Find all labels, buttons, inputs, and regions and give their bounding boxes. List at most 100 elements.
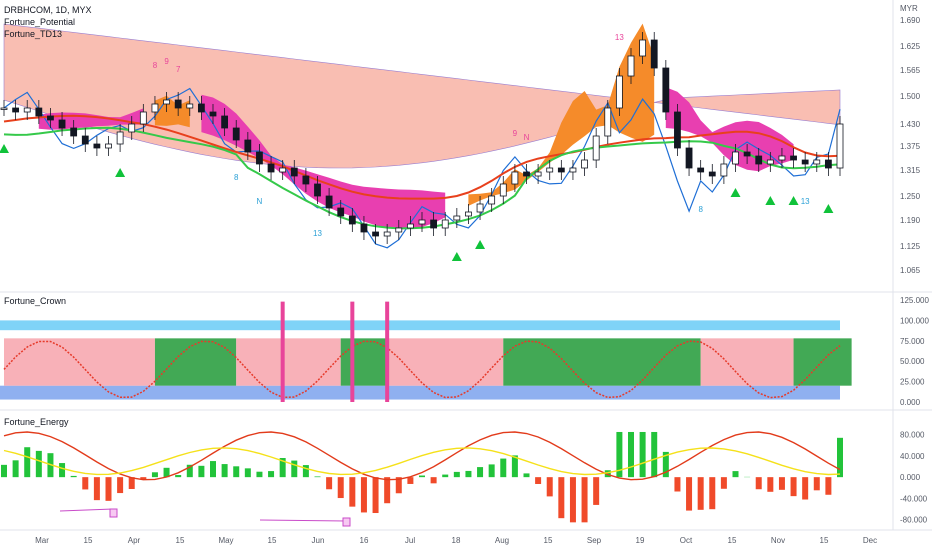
crown-zone	[503, 338, 701, 386]
price-tick-label: 1.315	[900, 166, 921, 175]
time-tick-label: Oct	[680, 536, 693, 545]
candle-body	[523, 171, 530, 177]
energy-bar	[35, 450, 42, 478]
energy-bar	[395, 477, 402, 494]
candle-body	[813, 159, 821, 165]
energy-bar	[523, 473, 530, 478]
energy-bar	[407, 477, 414, 484]
candle-body	[778, 155, 786, 161]
energy-bar	[279, 458, 286, 478]
candle-body	[557, 167, 565, 173]
energy-bar	[360, 477, 367, 513]
energy-bar	[511, 455, 518, 478]
indicator-label-potential: Fortune_Potential	[4, 17, 75, 27]
crown-tick-label: 25.000	[900, 378, 925, 387]
energy-bar	[616, 431, 623, 478]
candle-body	[0, 107, 8, 110]
crown-zone	[340, 338, 388, 386]
candle-body	[244, 139, 252, 153]
candle-body	[720, 163, 728, 177]
energy-bar	[546, 477, 553, 497]
energy-bar	[105, 477, 112, 501]
energy-pane-title: Fortune_Energy	[4, 417, 69, 427]
buy-marker	[823, 204, 834, 213]
candle-body	[337, 207, 345, 217]
candle-body	[93, 143, 101, 149]
price-tick-label: 1.375	[900, 142, 921, 151]
td-top-label: 8	[153, 61, 158, 70]
crown-zone	[793, 338, 852, 386]
time-tick-label: Jul	[405, 536, 415, 545]
energy-tick-label: -40.000	[900, 494, 928, 503]
candle-body	[267, 163, 275, 173]
candle-body	[383, 231, 391, 237]
buy-marker	[765, 196, 776, 205]
price-tick-label: 1.250	[900, 192, 921, 201]
price-tick-label: 1.690	[900, 16, 921, 25]
td-top-label: 7	[176, 65, 181, 74]
energy-bar	[535, 477, 542, 484]
time-tick-label: 15	[820, 536, 829, 545]
energy-bar	[651, 431, 658, 478]
energy-pane[interactable]	[1, 431, 843, 527]
crown-tick-label: 125.000	[900, 296, 929, 305]
candle-body	[790, 155, 797, 161]
divergence-line-1	[59, 508, 114, 512]
candle-body	[685, 147, 693, 169]
divergence-marker-2	[342, 517, 351, 527]
candle-body	[801, 159, 809, 165]
crown-tick-label: 50.000	[900, 357, 925, 366]
energy-bar	[581, 477, 588, 523]
energy-bar	[175, 475, 182, 478]
axis-labels: 1.690 1.625 1.565 1.500 1.430 1.375 1.315 1.250…	[35, 16, 929, 545]
candle-body	[615, 75, 623, 109]
energy-bar	[326, 477, 333, 490]
energy-bar	[198, 465, 205, 478]
energy-bar	[825, 477, 832, 495]
energy-bar	[24, 447, 31, 478]
candle-body	[279, 167, 287, 173]
candle-body	[639, 39, 647, 57]
energy-bar	[151, 472, 158, 478]
energy-bar	[569, 477, 576, 523]
energy-bar	[500, 458, 507, 478]
candle-body	[511, 171, 519, 185]
candle-body	[360, 223, 368, 233]
time-tick-label: 15	[84, 536, 93, 545]
energy-bar	[59, 463, 66, 478]
crown-spike	[350, 301, 355, 402]
candle-body	[406, 223, 414, 229]
divergence-line-2	[259, 519, 347, 522]
time-tick-label: Nov	[771, 536, 785, 545]
candle-body	[372, 231, 379, 237]
energy-bar	[755, 477, 762, 490]
candle-body	[418, 219, 426, 225]
chart-symbol-title: DRBHCOM, 1D, MYX	[4, 5, 92, 15]
energy-bar	[628, 431, 634, 478]
buy-marker	[451, 252, 462, 261]
price-tick-label: 1.625	[900, 42, 921, 51]
energy-bar	[1, 464, 7, 478]
candle-body	[546, 167, 554, 173]
energy-bar	[268, 471, 275, 478]
energy-bar	[233, 466, 240, 478]
crown-pane-title: Fortune_Crown	[4, 296, 66, 306]
crown-spike	[385, 301, 390, 402]
energy-bar	[697, 477, 704, 510]
time-tick-label: May	[218, 536, 233, 545]
energy-bar	[117, 477, 124, 494]
buy-marker	[730, 188, 741, 197]
energy-bar	[337, 477, 344, 499]
buy-markers	[0, 144, 834, 261]
candle-body	[35, 107, 43, 117]
energy-bar	[186, 464, 193, 478]
energy-bar	[70, 475, 77, 478]
candle-body	[499, 183, 507, 197]
crown-pane[interactable]	[0, 301, 852, 402]
crown-zone	[387, 338, 504, 386]
td-bottom-label: 8	[698, 205, 703, 214]
candle-body	[465, 211, 472, 217]
